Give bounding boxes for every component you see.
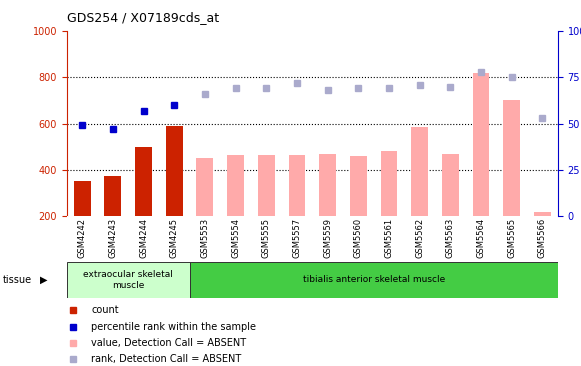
Text: value, Detection Call = ABSENT: value, Detection Call = ABSENT (91, 338, 246, 348)
Text: rank, Detection Call = ABSENT: rank, Detection Call = ABSENT (91, 354, 242, 364)
Text: extraocular skeletal
muscle: extraocular skeletal muscle (83, 270, 173, 290)
Text: GSM5560: GSM5560 (354, 218, 363, 258)
Text: GSM5566: GSM5566 (538, 218, 547, 258)
Text: tissue: tissue (3, 275, 32, 285)
Text: ▶: ▶ (40, 275, 47, 285)
Text: tibialis anterior skeletal muscle: tibialis anterior skeletal muscle (303, 276, 445, 284)
Text: count: count (91, 306, 119, 315)
Bar (381, 151, 397, 216)
Bar (74, 181, 91, 216)
Bar (196, 158, 213, 216)
Text: GSM4245: GSM4245 (170, 218, 179, 258)
Bar (319, 154, 336, 216)
Bar (411, 127, 428, 216)
Bar (289, 156, 306, 216)
Bar (534, 213, 551, 216)
Text: GSM5555: GSM5555 (262, 218, 271, 258)
Text: GSM5559: GSM5559 (323, 218, 332, 258)
Text: GDS254 / X07189cds_at: GDS254 / X07189cds_at (67, 11, 219, 24)
Text: GSM5565: GSM5565 (507, 218, 517, 258)
Text: GSM4243: GSM4243 (108, 218, 117, 258)
Bar (472, 73, 489, 216)
Text: GSM5562: GSM5562 (415, 218, 424, 258)
Text: GSM5554: GSM5554 (231, 218, 240, 258)
Bar (135, 147, 152, 216)
Text: percentile rank within the sample: percentile rank within the sample (91, 322, 256, 332)
Bar (350, 156, 367, 216)
Text: GSM5563: GSM5563 (446, 218, 455, 258)
Text: GSM4244: GSM4244 (139, 218, 148, 258)
Bar (189, 262, 558, 298)
Bar (258, 156, 275, 216)
Bar (227, 156, 244, 216)
Bar (442, 154, 459, 216)
Bar (67, 262, 189, 298)
Text: GSM5564: GSM5564 (476, 218, 486, 258)
Bar (503, 100, 520, 216)
Text: GSM5561: GSM5561 (385, 218, 393, 258)
Bar (105, 176, 121, 216)
Text: GSM4242: GSM4242 (78, 218, 87, 258)
Bar (166, 126, 182, 216)
Text: GSM5557: GSM5557 (292, 218, 302, 258)
Text: GSM5553: GSM5553 (200, 218, 209, 258)
